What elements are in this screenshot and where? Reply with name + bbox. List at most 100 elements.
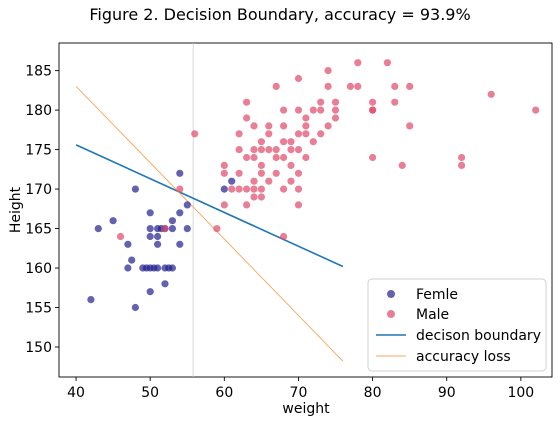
- plot-frame: [58, 42, 553, 378]
- y-axis-ticks: 150 155 160 165 170 175 180 185: [25, 64, 59, 356]
- point-male: [257, 161, 265, 169]
- legend-label-decision-boundary: decison boundary: [416, 328, 541, 344]
- point-male: [280, 232, 288, 241]
- point-femle: [146, 232, 154, 241]
- x-tick-label: 60: [215, 385, 233, 401]
- point-male: [265, 146, 273, 154]
- legend-marker-male: [387, 310, 395, 318]
- point-male: [220, 169, 228, 177]
- point-male: [331, 114, 340, 122]
- point-femle: [109, 217, 117, 225]
- point-male: [354, 82, 362, 90]
- chart-title: Figure 2. Decision Boundary, accuracy = …: [89, 5, 470, 24]
- point-male: [383, 59, 391, 67]
- line-accuracy-loss: [75, 86, 344, 362]
- point-male: [317, 130, 325, 138]
- point-femle: [183, 225, 191, 233]
- y-tick-label: 180: [25, 103, 52, 119]
- point-male: [280, 106, 288, 114]
- point-male: [369, 98, 377, 106]
- point-femle: [128, 256, 136, 264]
- point-male: [294, 146, 303, 154]
- y-tick-label: 160: [25, 261, 52, 277]
- y-tick-label: 165: [25, 222, 52, 238]
- point-femle: [146, 225, 154, 233]
- legend-label-femle: Femle: [416, 287, 458, 303]
- point-femle: [146, 288, 154, 296]
- point-femle: [124, 240, 132, 248]
- point-femle: [94, 225, 102, 233]
- point-male: [161, 225, 169, 233]
- point-femle: [176, 240, 184, 248]
- point-male: [265, 122, 273, 130]
- point-male: [191, 130, 199, 138]
- point-male: [265, 177, 273, 185]
- point-femle: [168, 264, 176, 272]
- point-male: [302, 122, 310, 130]
- point-male: [243, 201, 251, 209]
- point-male: [265, 130, 273, 138]
- point-male: [243, 153, 251, 162]
- point-male: [324, 67, 332, 75]
- point-male: [243, 114, 251, 122]
- point-male: [243, 98, 251, 106]
- legend-label-male: Male: [416, 307, 449, 323]
- line-decison-boundary: [75, 144, 344, 268]
- point-male: [317, 98, 325, 106]
- point-femle: [168, 225, 176, 233]
- point-male: [369, 153, 377, 162]
- point-male: [458, 161, 466, 169]
- point-male: [220, 161, 228, 169]
- point-male: [250, 185, 258, 193]
- point-male: [391, 82, 399, 90]
- point-male: [287, 146, 295, 154]
- point-male: [272, 146, 280, 154]
- point-male: [235, 169, 243, 177]
- point-male: [235, 185, 243, 193]
- point-femle: [131, 185, 139, 193]
- point-male: [250, 177, 258, 185]
- point-femle: [228, 177, 236, 185]
- point-male: [294, 185, 303, 193]
- scatter-points: [87, 59, 540, 312]
- point-male: [302, 153, 310, 162]
- x-axis-ticks: 40 50 60 70 80 90 100: [67, 377, 534, 401]
- point-male: [294, 169, 303, 177]
- point-male: [280, 122, 288, 130]
- point-male: [294, 106, 303, 114]
- point-femle: [183, 201, 191, 209]
- point-male: [250, 146, 258, 154]
- legend-marker-femle: [387, 290, 395, 298]
- line-series: [75, 86, 344, 362]
- point-male: [280, 138, 288, 146]
- point-male: [369, 106, 377, 114]
- point-male: [235, 146, 243, 154]
- point-male: [272, 169, 280, 177]
- point-male: [309, 138, 317, 146]
- point-femle: [168, 217, 176, 225]
- point-male: [294, 201, 303, 209]
- point-male: [331, 98, 340, 106]
- point-male: [406, 122, 414, 130]
- point-male: [532, 106, 540, 114]
- point-male: [287, 161, 295, 169]
- x-tick-label: 80: [364, 385, 382, 401]
- y-tick-label: 155: [25, 301, 52, 317]
- point-femle: [87, 296, 95, 304]
- point-male: [354, 59, 362, 67]
- point-male: [346, 82, 354, 90]
- point-male: [220, 201, 228, 209]
- y-tick-label: 150: [25, 340, 52, 356]
- point-femle: [176, 169, 184, 177]
- point-male: [302, 114, 310, 122]
- y-tick-label: 185: [25, 64, 52, 80]
- point-male: [250, 122, 258, 130]
- point-femle: [131, 303, 139, 312]
- point-male: [398, 161, 406, 169]
- point-male: [302, 130, 310, 138]
- point-femle: [176, 209, 184, 217]
- point-male: [391, 98, 399, 106]
- point-male: [176, 185, 184, 193]
- x-tick-label: 50: [141, 385, 159, 401]
